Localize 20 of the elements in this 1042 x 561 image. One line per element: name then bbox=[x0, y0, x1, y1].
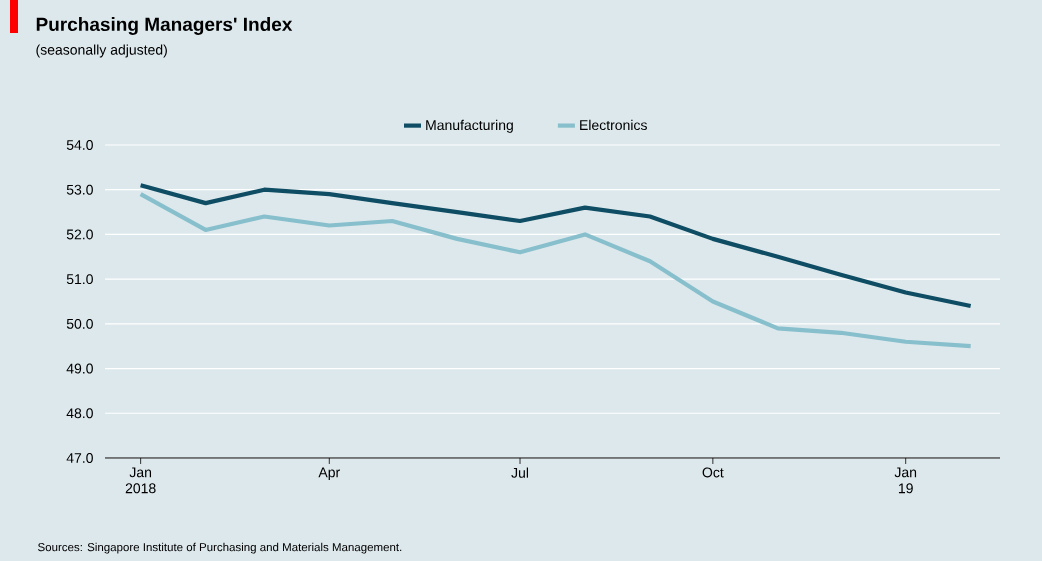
y-tick-label: 49.0 bbox=[66, 363, 93, 374]
line-series bbox=[138, 192, 973, 349]
y-tick-label: 52.0 bbox=[66, 229, 93, 240]
y-tick-label: 54.0 bbox=[66, 140, 93, 150]
y-tick-label: 51.0 bbox=[66, 274, 93, 285]
x-tick-label: Oct bbox=[702, 467, 724, 478]
x-tick-label: Jul bbox=[511, 467, 529, 478]
legend-label: Electronics bbox=[580, 119, 647, 131]
y-tick-label: 48.0 bbox=[66, 408, 93, 419]
x-tick-label: Jan 19 bbox=[894, 467, 917, 494]
chart-subtitle: (seasonally adjusted) bbox=[36, 44, 167, 58]
line-series bbox=[138, 183, 973, 309]
legend-label: Manufacturing bbox=[426, 119, 513, 133]
y-tick-label: 47.0 bbox=[66, 453, 93, 463]
y-tick-label: 53.0 bbox=[66, 184, 93, 195]
x-tick-label: Jan 2018 bbox=[125, 467, 156, 494]
y-tick-label: 50.0 bbox=[66, 318, 93, 329]
x-tick-label: Apr bbox=[318, 467, 340, 481]
source-note: Sources: Singapore Institute of Purchasing and Materials Management. bbox=[38, 542, 402, 554]
chart-title: Purchasing Managers' Index bbox=[36, 17, 293, 35]
